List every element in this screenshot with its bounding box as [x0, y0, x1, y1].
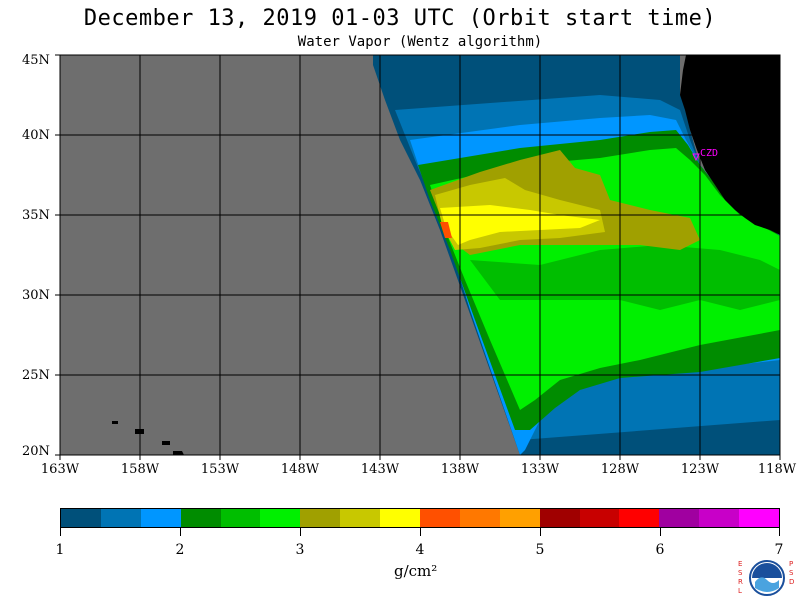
colorbar-segment [61, 509, 101, 527]
colorbar-tick [300, 528, 301, 536]
colorbar-segment [100, 509, 141, 527]
lon-label-138w: 138W [440, 462, 480, 477]
lon-label-153w: 153W [200, 462, 240, 477]
swath-orange [440, 222, 452, 238]
island-hawaii [173, 451, 184, 455]
colorbar-segment [300, 509, 341, 527]
colorbar-segment [739, 509, 780, 527]
colorbar-segment [459, 509, 500, 527]
colorbar-segment [340, 509, 381, 527]
colorbar-label-2: 2 [175, 542, 185, 558]
colorbar-segment [260, 509, 301, 527]
colorbar-segment [420, 509, 460, 527]
colorbar-tick [660, 528, 661, 536]
island-kauai [112, 421, 118, 424]
chart-title: December 13, 2019 01-03 UTC (Orbit start… [83, 6, 717, 31]
colorbar-segment [499, 509, 540, 527]
colorbar-tick [420, 528, 421, 536]
colorbar-label-1: 1 [55, 542, 65, 558]
colorbar-units: g/cm² [394, 562, 438, 580]
colorbar-label-6: 6 [655, 542, 665, 558]
axis-ticks [55, 54, 781, 460]
colorbar-tick [60, 528, 61, 536]
colorbar-label-3: 3 [295, 542, 305, 558]
colorbar-label-5: 5 [535, 542, 545, 558]
lon-label-158w: 158W [120, 462, 160, 477]
lon-label-163w: 163W [40, 462, 80, 477]
lon-label-128w: 128W [600, 462, 640, 477]
colorbar-label-4: 4 [415, 542, 425, 558]
station-label: CZD [700, 148, 718, 159]
colorbar-segment [180, 509, 221, 527]
lat-label-35n: 35N [22, 208, 50, 223]
colorbar-segment [619, 509, 660, 527]
swath-mid-green [470, 245, 780, 310]
lat-label-45n: 45N [22, 53, 50, 68]
chart-subtitle: Water Vapor (Wentz algorithm) [297, 34, 543, 50]
north-america-land [680, 55, 780, 235]
colorbar [60, 508, 780, 528]
colorbar-segment [380, 509, 421, 527]
lat-label-25n: 25N [22, 368, 50, 383]
colorbar-tick [180, 528, 181, 536]
colorbar-segment [539, 509, 580, 527]
lon-label-118w: 118W [757, 462, 797, 477]
lon-label-148w: 148W [280, 462, 320, 477]
lat-label-20n: 20N [22, 444, 50, 459]
graticule [60, 55, 780, 455]
colorbar-segment [699, 509, 740, 527]
lat-label-30n: 30N [22, 288, 50, 303]
lon-label-123w: 123W [680, 462, 720, 477]
colorbar-segment [579, 509, 620, 527]
lat-label-40n: 40N [22, 128, 50, 143]
colorbar-segment [140, 509, 181, 527]
colorbar-tick [779, 528, 780, 536]
colorbar-label-7: 7 [774, 542, 784, 558]
colorbar-tick [540, 528, 541, 536]
colorbar-segment [220, 509, 261, 527]
lon-label-133w: 133W [520, 462, 560, 477]
map-frame [59, 54, 781, 456]
island-maui [162, 441, 170, 445]
colorbar-segment [659, 509, 700, 527]
lon-label-143w: 143W [360, 462, 400, 477]
noaa-seal-icon [749, 560, 785, 596]
station-marker-icon [692, 153, 700, 162]
